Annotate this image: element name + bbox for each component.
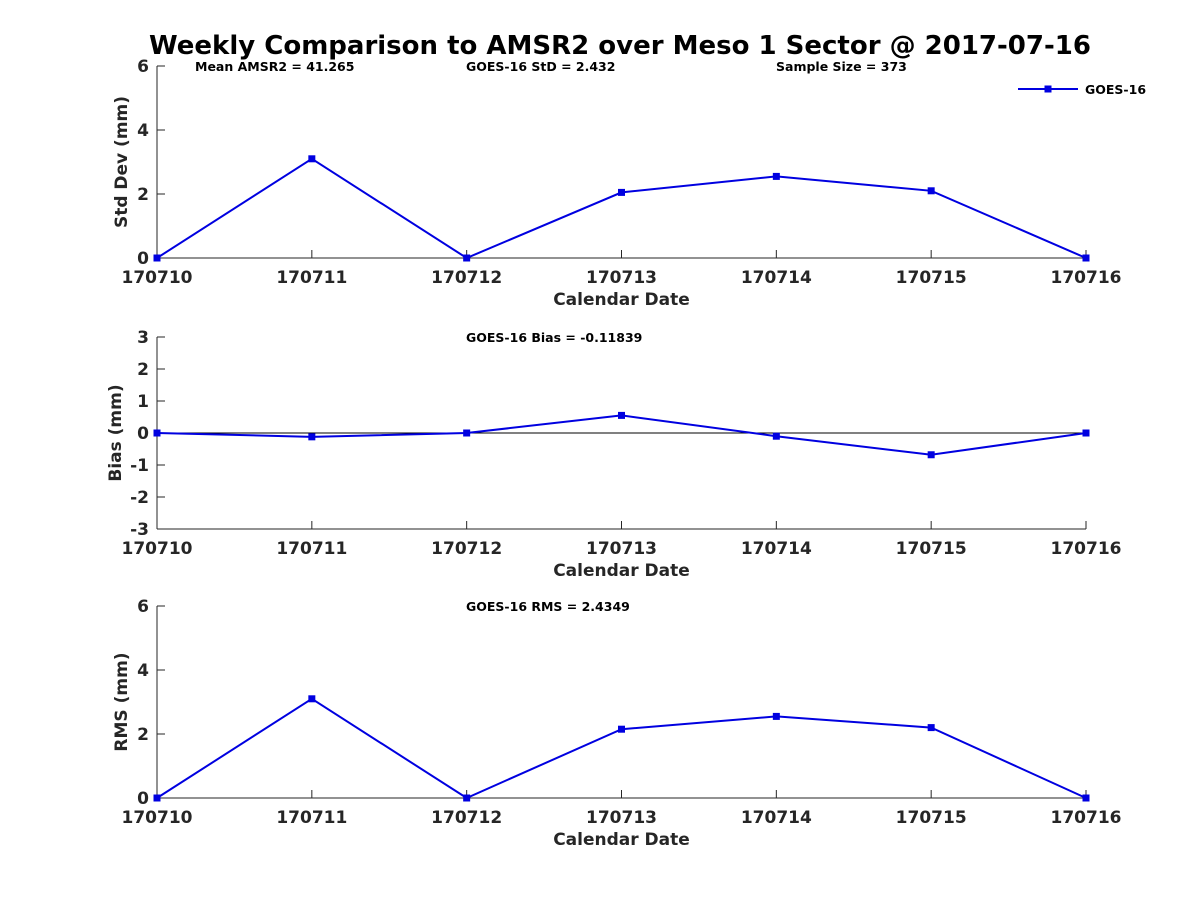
x-tick-label: 170716 (1051, 808, 1122, 828)
data-point (1082, 429, 1090, 437)
y-axis-label: Std Dev (mm) (112, 96, 132, 228)
x-tick-label: 170710 (122, 268, 193, 288)
x-tick-label: 170714 (741, 808, 812, 828)
data-point (927, 451, 935, 459)
y-tick-label: 6 (137, 57, 149, 77)
y-tick-label: 2 (137, 360, 149, 380)
y-tick-label: -2 (130, 488, 149, 508)
x-tick-label: 170713 (586, 808, 657, 828)
y-axis-label: RMS (mm) (112, 652, 132, 751)
y-tick-label: 4 (137, 661, 149, 681)
data-point (927, 724, 935, 732)
data-point (618, 725, 625, 733)
data-point (772, 432, 780, 440)
y-tick-label: 4 (137, 121, 149, 141)
legend-marker (1044, 85, 1052, 93)
x-tick-label: 170713 (586, 268, 657, 288)
y-tick-label: 3 (137, 328, 149, 348)
x-axis-label: Calendar Date (553, 830, 690, 850)
stat-annotation: GOES-16 Bias = -0.11839 (466, 330, 642, 345)
panel-1: 0 2 4 6 170710 170711 170712 170713 170714 170715… (112, 57, 1121, 310)
data-point (618, 411, 625, 419)
data-point (772, 712, 780, 720)
y-tick-label: 0 (137, 789, 149, 809)
data-point (463, 429, 471, 437)
stat-annotation: Sample Size = 373 (776, 59, 907, 74)
data-point (772, 172, 780, 180)
data-point (1082, 794, 1090, 802)
x-tick-label: 170714 (741, 539, 812, 559)
x-tick-label: 170710 (122, 539, 193, 559)
stat-annotation: GOES-16 StD = 2.432 (466, 59, 615, 74)
legend-label: GOES-16 (1085, 82, 1146, 97)
y-tick-label: 2 (137, 185, 149, 205)
x-tick-label: 170712 (431, 268, 502, 288)
y-tick-label: 0 (137, 249, 149, 269)
data-point (153, 429, 161, 437)
data-point (463, 794, 471, 802)
panel-2: -3 -2 -1 0 1 2 3 170710 170711 170712 170713 170714… (106, 328, 1121, 581)
series-line-goes-16 (156, 157, 1087, 260)
x-tick-label: 170716 (1051, 539, 1122, 559)
y-tick-label: 0 (137, 424, 149, 444)
chart-title: Weekly Comparison to AMSR2 over Meso 1 S… (149, 31, 1091, 61)
data-point (153, 254, 161, 262)
x-tick-label: 170713 (586, 539, 657, 559)
x-tick-label: 170711 (276, 539, 347, 559)
x-tick-label: 170715 (896, 808, 967, 828)
y-tick-label: 6 (137, 597, 149, 617)
x-tick-label: 170715 (896, 539, 967, 559)
data-point (308, 433, 316, 441)
data-point (618, 188, 625, 196)
x-axis-label: Calendar Date (553, 290, 690, 310)
y-axis-label: Bias (mm) (106, 384, 126, 481)
y-tick-label: 2 (137, 725, 149, 745)
x-tick-label: 170716 (1051, 268, 1122, 288)
y-tick-label: -1 (130, 456, 149, 476)
chart-panels: 0 2 4 6 170710 170711 170712 170713 170714 170715… (106, 57, 1121, 850)
x-tick-label: 170714 (741, 268, 812, 288)
data-point (927, 187, 935, 195)
x-tick-label: 170712 (431, 808, 502, 828)
data-point (308, 155, 316, 163)
data-point (1082, 254, 1090, 262)
data-point (308, 695, 316, 703)
data-point (153, 794, 161, 802)
stat-annotation: GOES-16 RMS = 2.4349 (466, 599, 630, 614)
data-point (463, 254, 471, 262)
x-tick-label: 170711 (276, 808, 347, 828)
stat-annotation: Mean AMSR2 = 41.265 (195, 59, 354, 74)
panel-3: 0 2 4 6 170710 170711 170712 170713 170714 170715… (112, 597, 1121, 850)
x-axis-label: Calendar Date (553, 561, 690, 581)
legend: GOES-16 (1018, 82, 1146, 97)
y-tick-label: -3 (130, 520, 149, 540)
x-tick-label: 170710 (122, 808, 193, 828)
series-line-goes-16 (156, 697, 1087, 800)
x-tick-label: 170712 (431, 539, 502, 559)
series-line-goes-16 (156, 414, 1087, 456)
x-tick-label: 170711 (276, 268, 347, 288)
x-tick-label: 170715 (896, 268, 967, 288)
y-tick-label: 1 (137, 392, 149, 412)
